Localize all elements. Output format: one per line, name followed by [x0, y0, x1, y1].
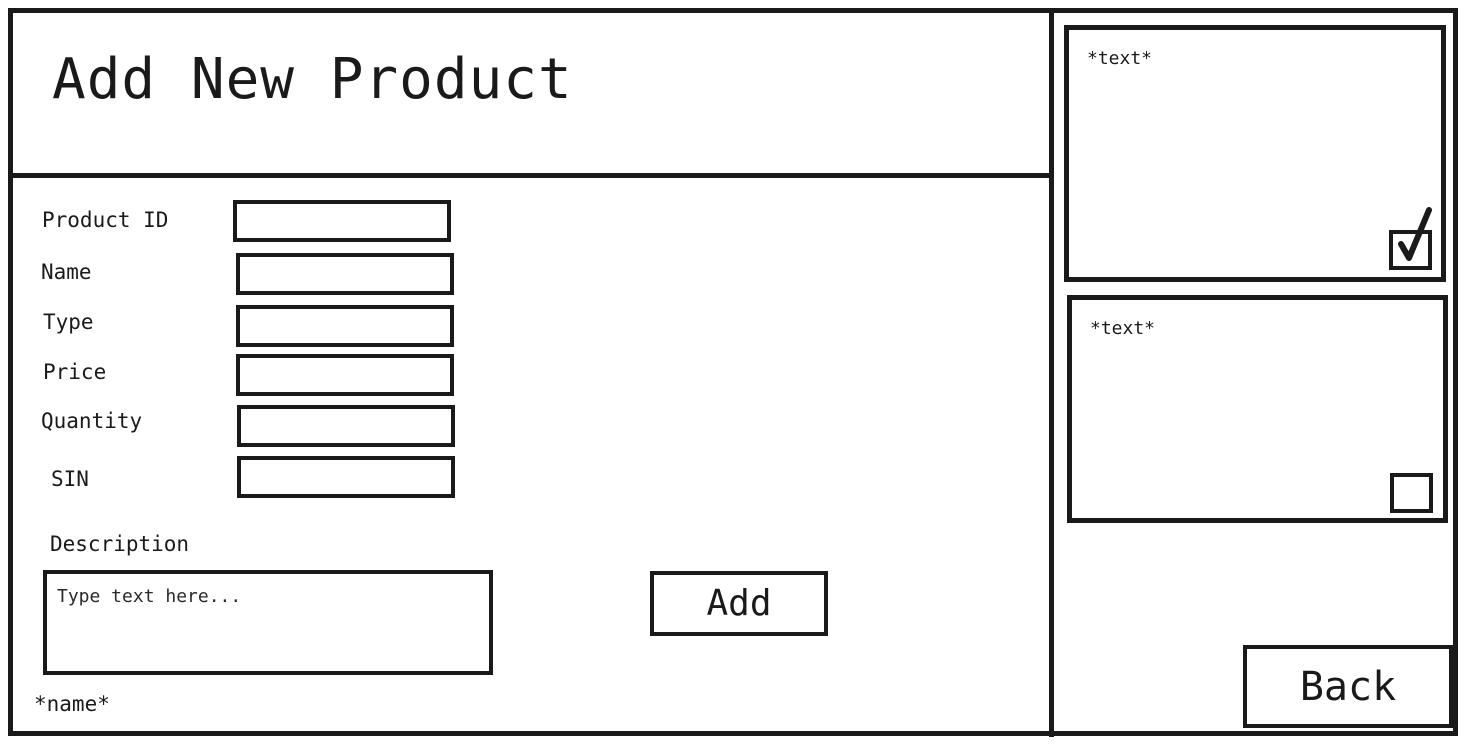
side-card-1[interactable]: *text*: [1064, 25, 1446, 282]
sin-input[interactable]: [237, 456, 455, 498]
panel-divider: [1049, 10, 1054, 737]
description-label: Description: [50, 532, 190, 556]
back-button[interactable]: Back: [1243, 645, 1453, 728]
card-checkbox-checked[interactable]: [1389, 207, 1432, 270]
quantity-label: Quantity: [41, 409, 143, 433]
add-button[interactable]: Add: [650, 571, 828, 636]
quantity-input[interactable]: [237, 405, 455, 447]
side-card-text: *text*: [1090, 318, 1156, 339]
window-frame: [8, 8, 1458, 736]
sin-label: SIN: [51, 467, 89, 491]
type-input[interactable]: [236, 305, 454, 347]
side-card-2[interactable]: *text*: [1067, 295, 1448, 523]
card-checkbox-unchecked[interactable]: [1390, 473, 1433, 513]
description-textarea[interactable]: Type text here...: [43, 570, 493, 675]
price-input[interactable]: [236, 354, 454, 396]
footer-name: *name*: [34, 692, 110, 716]
check-mark-icon: [1398, 207, 1432, 261]
header-divider: [10, 173, 1052, 178]
price-label: Price: [43, 360, 107, 384]
name-label: Name: [41, 260, 92, 284]
page-title: Add New Product: [52, 47, 573, 112]
type-label: Type: [43, 310, 94, 334]
name-input[interactable]: [236, 253, 454, 295]
description-placeholder: Type text here...: [57, 586, 242, 607]
side-card-text: *text*: [1087, 48, 1153, 69]
product-id-label: Product ID: [42, 208, 169, 232]
product-id-input[interactable]: [233, 200, 451, 242]
